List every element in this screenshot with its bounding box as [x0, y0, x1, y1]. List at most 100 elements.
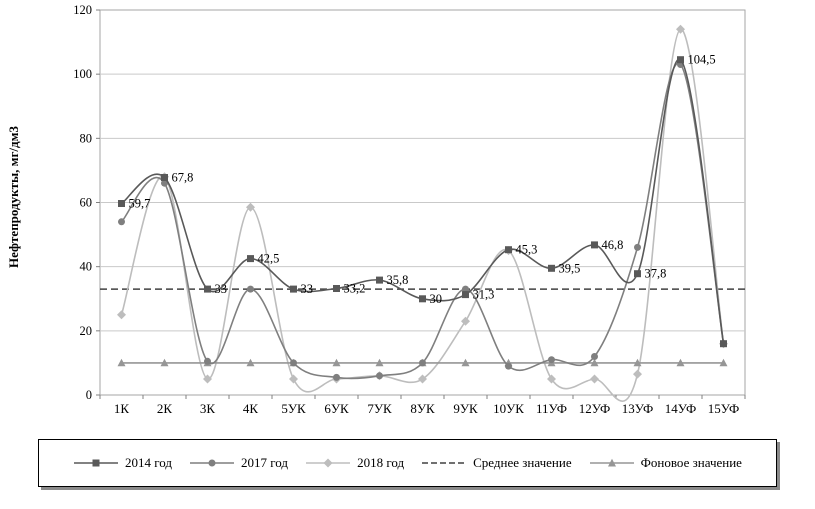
data-label: 31,3 — [473, 288, 495, 302]
data-label: 59,7 — [129, 197, 151, 211]
x-tick-label: 4К — [243, 401, 259, 416]
circle-marker-2017 — [204, 357, 211, 365]
circle-marker-2017 — [591, 353, 598, 360]
diamond-marker-2018 — [461, 316, 470, 326]
diamond-marker-2018 — [676, 24, 685, 34]
triangle-marker-Фоновое — [117, 358, 126, 367]
diamond-marker-2018 — [117, 310, 126, 320]
circle-marker-2017 — [419, 359, 426, 367]
triangle-marker-Фоновое — [633, 358, 642, 367]
diamond-marker-2018 — [418, 374, 427, 384]
triangle-marker-Фоновое — [676, 358, 685, 367]
chart-legend: 2014 год 2017 год 2018 год Среднее значение… — [38, 439, 777, 487]
square-marker-2014 — [333, 285, 340, 292]
diamond-marker-2018 — [246, 202, 255, 212]
x-tick-label: 6УК — [324, 401, 349, 416]
square-marker-2014 — [290, 285, 297, 293]
square-marker-2014 — [161, 174, 168, 181]
data-label: 104,5 — [688, 53, 716, 67]
circle-marker-2017 — [161, 179, 168, 187]
legend-marker-icon — [589, 458, 634, 467]
legend-item-Фоновое-значение: Фоновое значение — [589, 455, 742, 471]
square-marker-2014 — [419, 295, 426, 303]
data-label: 39,5 — [559, 261, 581, 275]
circle-marker-2017 — [462, 285, 469, 293]
triangle-marker-Фоновое — [375, 358, 384, 367]
square-marker-2014 — [462, 291, 469, 299]
square-marker-2014 — [634, 270, 641, 278]
square-marker-2014 — [247, 255, 254, 263]
legend-marker-icon — [422, 462, 467, 464]
data-label: 37,8 — [645, 267, 667, 281]
y-tick-label: 0 — [86, 388, 92, 402]
y-tick-label: 20 — [80, 324, 93, 338]
x-tick-label: 14УФ — [665, 401, 697, 416]
legend-label: Среднее значение — [473, 455, 572, 470]
square-marker-2014 — [591, 241, 598, 249]
diamond-marker-2018 — [547, 374, 556, 384]
data-label: 33 — [215, 282, 228, 296]
circle-marker-2017 — [634, 243, 641, 251]
legend-marker-icon — [306, 458, 351, 468]
legend-label: 2018 год — [357, 455, 405, 470]
circle-marker-2017 — [118, 218, 125, 226]
x-tick-label: 13УФ — [622, 401, 654, 416]
x-tick-label: 8УК — [410, 401, 435, 416]
x-tick-label: 15УФ — [708, 401, 740, 416]
x-tick-label: 1К — [114, 401, 130, 416]
data-label: 67,8 — [172, 171, 194, 185]
legend-label: 2017 год — [241, 455, 289, 470]
x-tick-label: 11УФ — [536, 401, 567, 416]
legend-label: 2014 год — [125, 455, 172, 470]
x-tick-label: 12УФ — [579, 401, 611, 416]
data-label: 46,8 — [602, 238, 624, 252]
triangle-marker-Фоновое — [246, 358, 255, 367]
y-axis-title: Нефтепродукты, мг/дм3 — [6, 126, 21, 268]
y-tick-label: 40 — [80, 260, 93, 274]
data-label: 33 — [301, 282, 314, 296]
x-tick-label: 2К — [157, 401, 173, 416]
circle-marker-2017 — [247, 285, 254, 293]
y-tick-label: 120 — [73, 3, 92, 17]
legend-item-2017-год: 2017 год — [189, 455, 288, 471]
x-tick-label: 7УК — [367, 401, 392, 416]
square-marker-2014 — [376, 276, 383, 284]
x-tick-label: 10УК — [493, 401, 524, 416]
y-tick-label: 60 — [80, 196, 93, 210]
circle-marker-2017 — [333, 373, 340, 381]
legend-label: Фоновое значение — [640, 455, 742, 470]
legend-item-2018-год: 2018 год — [305, 455, 404, 471]
legend-marker-icon — [74, 459, 118, 467]
legend-marker-icon — [190, 459, 235, 467]
data-label: 42,5 — [258, 252, 280, 266]
circle-marker-2017 — [376, 372, 383, 380]
square-marker-2014 — [118, 200, 125, 207]
series-line-2014-год — [120, 58, 725, 344]
y-tick-label: 80 — [80, 131, 93, 145]
triangle-marker-Фоновое — [461, 358, 470, 367]
square-marker-2014 — [204, 285, 211, 293]
square-marker-2014 — [677, 56, 684, 64]
oil-products-line-chart: Нефтепродукты, мг/дм3 0 20 40 60 80 100 120 1К 2… — [6, 3, 746, 416]
circle-marker-2017 — [505, 362, 512, 370]
square-marker-2014 — [548, 264, 555, 272]
circle-marker-2017 — [290, 359, 297, 367]
circle-marker-2017 — [548, 356, 555, 364]
y-tick-label: 100 — [73, 67, 92, 81]
diamond-marker-2018 — [633, 369, 642, 379]
data-label: 45,3 — [516, 243, 538, 257]
diamond-marker-2018 — [289, 374, 298, 384]
x-tick-label: 5УК — [281, 401, 306, 416]
x-tick-label: 3К — [200, 401, 216, 416]
data-label: 30 — [430, 292, 443, 306]
square-marker-2014 — [720, 340, 727, 348]
triangle-marker-Фоновое — [160, 358, 169, 367]
diamond-marker-2018 — [590, 374, 599, 384]
triangle-marker-Фоновое — [719, 358, 728, 367]
triangle-marker-Фоновое — [332, 358, 341, 367]
legend-item-2014-год: 2014 год — [73, 455, 172, 471]
legend-item-Среднее-значение: Среднее значение — [421, 455, 572, 471]
square-marker-2014 — [505, 246, 512, 254]
data-label: 35,8 — [387, 273, 409, 287]
